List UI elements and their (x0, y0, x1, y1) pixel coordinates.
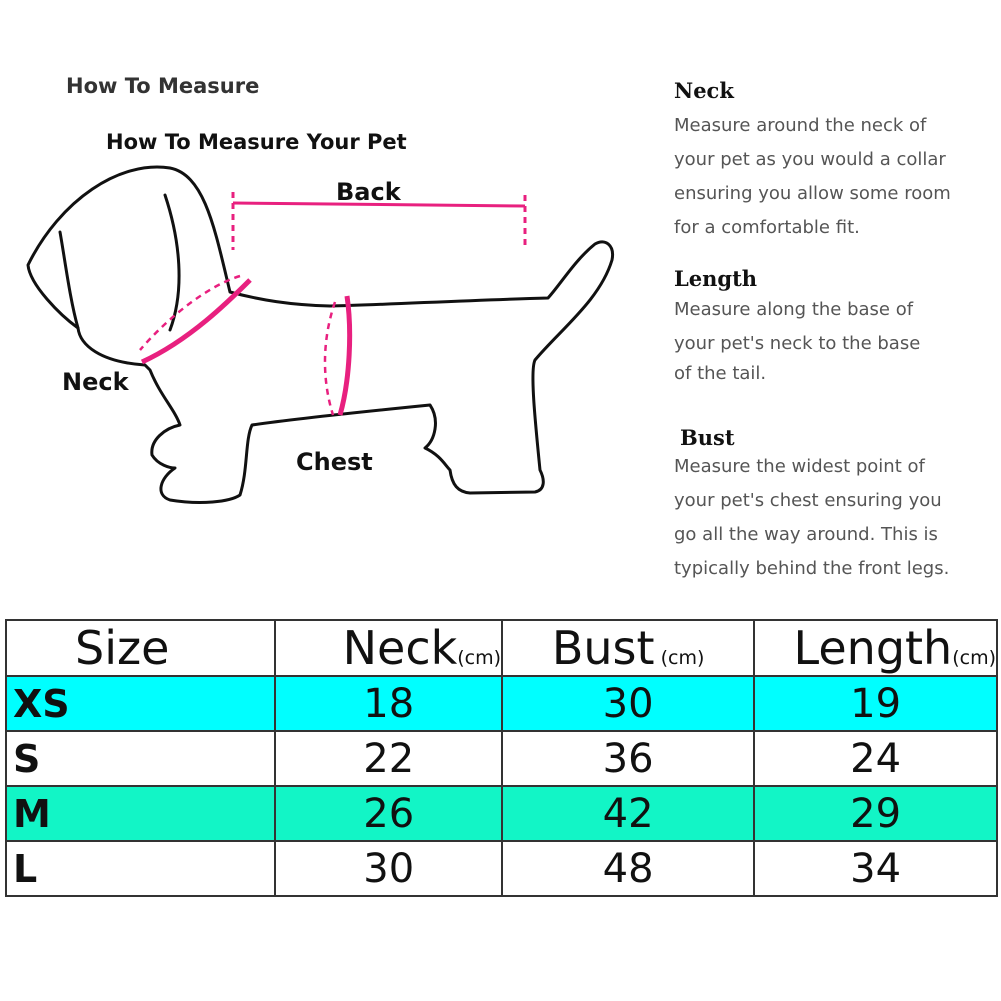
header-unit: (cm) (457, 647, 502, 669)
instruction-line: go all the way around. This is (674, 524, 938, 545)
instruction-heading: Neck (674, 78, 734, 103)
bust-cell: 48 (501, 840, 756, 897)
guide-title: How To Measure (66, 74, 260, 98)
header-size: Size (4, 619, 277, 677)
instruction-line: your pet as you would a collar (674, 149, 946, 170)
instruction-line: your pet's neck to the base (674, 333, 921, 354)
header-bust: Bust (cm) (501, 619, 756, 677)
neck-cell: 22 (274, 730, 504, 787)
neck-cell: 18 (274, 675, 504, 732)
instruction-heading: Length (674, 266, 758, 291)
length-cell: 19 (753, 675, 998, 732)
chest-band-back (323, 301, 337, 416)
header-label: Size (75, 621, 170, 675)
instruction-bust: Bust Measure the widest point of your pe… (674, 425, 994, 586)
length-cell: 24 (753, 730, 998, 787)
header-label: Bust (551, 621, 655, 675)
table-header-row: Size Neck(cm) Bust (cm) Length(cm) (4, 619, 998, 677)
length-cell: 34 (753, 840, 998, 897)
table-row: L 30 48 34 (4, 840, 998, 897)
bust-cell: 36 (501, 730, 756, 787)
instruction-neck: Neck Measure around the neck of your pet… (674, 78, 994, 245)
instruction-line: Measure along the base of (674, 299, 914, 320)
instruction-line: typically behind the front legs. (674, 558, 950, 579)
back-line (232, 201, 526, 208)
instruction-line: for a comfortable fit. (674, 217, 860, 238)
header-label: Length (793, 621, 953, 675)
header-length: Length(cm) (753, 619, 998, 677)
neck-cell: 30 (274, 840, 504, 897)
instruction-line: your pet's chest ensuring you (674, 490, 942, 511)
bust-cell: 42 (501, 785, 756, 842)
measure-lines (139, 192, 527, 416)
table-row: XS 18 30 19 (4, 675, 998, 732)
table-row: M 26 42 29 (4, 785, 998, 842)
header-unit: (cm) (952, 647, 996, 669)
header-neck: Neck(cm) (274, 619, 504, 677)
neck-collar-back (139, 274, 241, 351)
instruction-length: Length Measure along the base of your pe… (674, 266, 994, 387)
instruction-line: Measure around the neck of (674, 115, 927, 136)
instruction-line: Measure the widest point of (674, 456, 925, 477)
dog-diagram (26, 165, 615, 504)
length-cell: 29 (753, 785, 998, 842)
size-cell: L (4, 840, 277, 897)
instruction-line: of the tail. (674, 363, 767, 384)
chest-band (337, 295, 353, 416)
header-label: Neck (342, 621, 458, 675)
label-back: Back (336, 178, 401, 206)
instruction-line: ensuring you allow some room (674, 183, 951, 204)
size-cell: XS (4, 675, 277, 732)
size-cell: M (4, 785, 277, 842)
bust-cell: 30 (501, 675, 756, 732)
header-unit: (cm) (654, 647, 705, 669)
guide-subtitle: How To Measure Your Pet (106, 130, 407, 154)
label-neck: Neck (62, 368, 129, 396)
neck-cell: 26 (274, 785, 504, 842)
size-cell: S (4, 730, 277, 787)
size-table: Size Neck(cm) Bust (cm) Length(cm) XS 18… (4, 619, 998, 897)
neck-collar (140, 278, 252, 365)
label-chest: Chest (296, 448, 373, 476)
instruction-heading: Bust (680, 425, 735, 450)
table-row: S 22 36 24 (4, 730, 998, 787)
